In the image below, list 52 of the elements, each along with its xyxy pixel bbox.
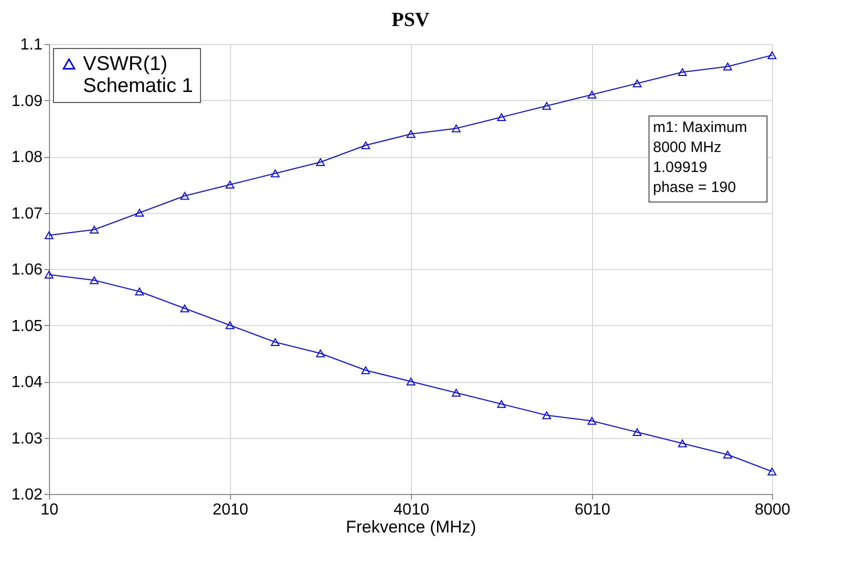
point <box>270 338 280 346</box>
point <box>588 417 596 425</box>
point <box>768 468 776 476</box>
point <box>316 158 325 166</box>
point <box>270 170 280 178</box>
point <box>542 411 552 420</box>
y-tick-label: 1.04 <box>11 374 43 391</box>
point <box>588 90 596 98</box>
point <box>452 124 461 132</box>
annotation: m1: Maximum 8000 MHz 1.09919 phase = 190 <box>653 119 748 196</box>
point <box>316 350 325 358</box>
point <box>361 366 370 374</box>
y-tick-label: 1.08 <box>11 149 43 166</box>
point <box>135 208 144 217</box>
point <box>135 288 144 296</box>
point <box>406 130 416 138</box>
x-axis-title: Frekvence (MHz) <box>346 518 476 536</box>
point <box>44 270 54 278</box>
x-tick-label: 10 <box>40 502 58 518</box>
y-tick-label: 1.07 <box>11 205 43 222</box>
y-tick-label: 1.06 <box>11 262 43 278</box>
point <box>632 80 642 88</box>
point <box>90 226 99 234</box>
y-tick-label: 1.09 <box>11 92 43 110</box>
legend-label: VSWR(1) Schematic 1 <box>83 53 194 97</box>
point <box>180 304 190 312</box>
x-tick-label: 2010 <box>212 502 248 518</box>
point <box>226 180 234 188</box>
point <box>678 440 687 448</box>
y-tick-label: 1.03 <box>11 430 43 448</box>
point <box>678 68 687 76</box>
point <box>542 102 552 110</box>
x-tick-label: 6010 <box>574 502 610 518</box>
point <box>44 231 54 240</box>
y-tick-label: 1.1 <box>20 36 43 54</box>
x-tick-label: 8000 <box>754 502 790 518</box>
y-tick-label: 1.05 <box>11 318 43 335</box>
point <box>452 388 461 397</box>
point <box>497 400 506 408</box>
point <box>361 141 370 150</box>
point <box>768 51 776 60</box>
point <box>406 378 416 386</box>
point <box>226 321 234 330</box>
point <box>180 192 190 200</box>
point <box>723 450 732 458</box>
x-tick-label: 4010 <box>394 502 430 518</box>
point <box>497 113 506 121</box>
point <box>632 428 642 436</box>
point <box>90 276 99 284</box>
chart-title: PSV <box>392 9 430 31</box>
point <box>723 62 732 70</box>
y-tick-label: 1.02 <box>11 486 43 504</box>
